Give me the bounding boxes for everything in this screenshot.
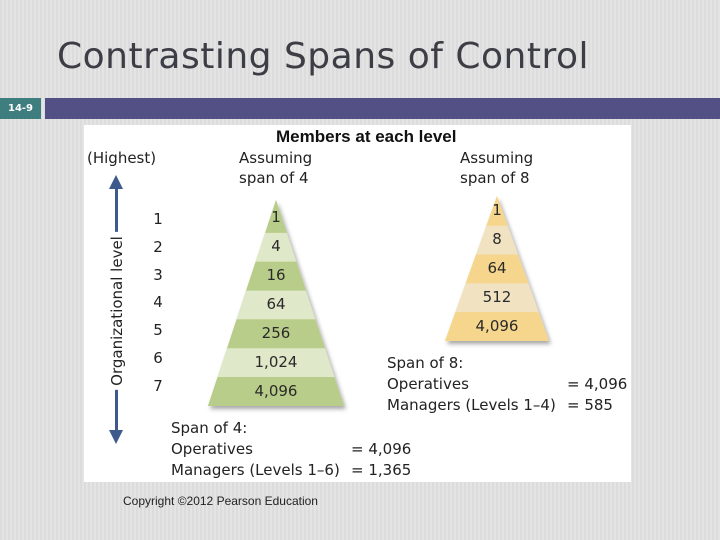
pyramid-value: 64: [487, 259, 507, 277]
level-number: 4: [153, 293, 163, 312]
level-number: 3: [153, 265, 163, 284]
span8-managers-value: = 585: [567, 396, 613, 414]
span4-caption-line2: span of 4: [239, 169, 309, 187]
pyramid-value: 512: [482, 287, 512, 306]
pyramid-value: 64: [266, 295, 286, 313]
arrow-up-icon: [109, 175, 123, 189]
pyramid-value: 1: [271, 208, 281, 227]
span8-pyramid: [445, 196, 549, 341]
slide-number: 14-9: [0, 98, 41, 119]
span8-operatives-value: = 4,096: [567, 375, 628, 393]
span4-summary: Span of 4: Operatives = 4,096 Managers (L…: [171, 418, 411, 481]
header-bar: [45, 98, 720, 119]
span4-caption-line1: Assuming: [239, 149, 313, 167]
pyramid-value: 1,024: [254, 352, 298, 371]
pyramid-value: 256: [261, 323, 291, 342]
level-number: 5: [153, 321, 163, 340]
figure-heading: Members at each level: [276, 127, 457, 146]
level-number: 6: [153, 349, 163, 367]
span8-caption-line1: Assuming: [460, 149, 534, 167]
arrow-down-icon: [109, 430, 123, 444]
pyramid-value: 4: [271, 237, 281, 256]
pyramid-value: 4,096: [475, 316, 519, 335]
span8-caption-line2: span of 8: [460, 169, 530, 187]
axis-top-label: (Highest): [87, 149, 157, 167]
level-number: 7: [153, 376, 163, 395]
pyramid-value: 16: [266, 266, 286, 285]
span4-pyramid: [208, 200, 344, 406]
pyramid-value: 4,096: [254, 381, 298, 400]
figure-panel: Members at each level (Highest) Assuming…: [84, 125, 631, 482]
pyramids: [208, 196, 549, 406]
pyramid-value: 8: [492, 230, 502, 249]
span4-managers-label: Managers (Levels 1–6): [171, 461, 340, 479]
level-number: 1: [153, 210, 163, 228]
copyright: Copyright ©2012 Pearson Education: [123, 494, 318, 508]
span4-summary-title: Span of 4:: [171, 419, 248, 437]
span8-operatives-label: Operatives: [387, 375, 469, 393]
span4-managers-value: = 1,365: [351, 461, 412, 479]
level-number: 2: [153, 237, 163, 256]
pyramid-value: 1: [492, 201, 502, 220]
slide-title: Contrasting Spans of Control: [57, 36, 589, 77]
span8-summary: Span of 8: Operatives = 4,096 Managers (L…: [387, 353, 627, 416]
span4-caption: Assuming span of 4: [239, 148, 312, 188]
span8-caption: Assuming span of 8: [460, 148, 533, 188]
span4-operatives-value: = 4,096: [351, 440, 412, 458]
span8-managers-label: Managers (Levels 1–4): [387, 396, 556, 414]
span4-operatives-label: Operatives: [171, 440, 253, 458]
span8-summary-title: Span of 8:: [387, 354, 464, 372]
